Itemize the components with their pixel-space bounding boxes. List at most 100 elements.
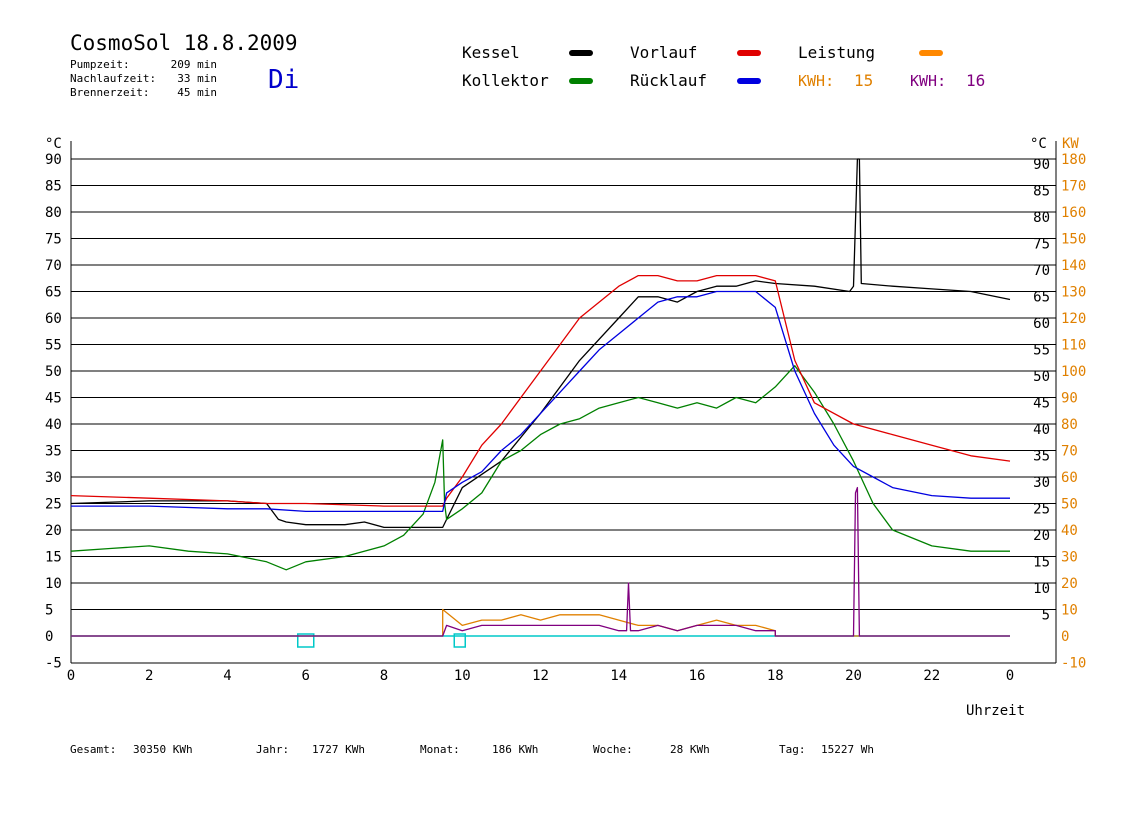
y-axis-right-unit: °C <box>1030 136 1047 152</box>
legend-label: Kessel <box>462 43 520 62</box>
y-right-tick-label: 10 <box>1033 581 1050 597</box>
footer-label: Monat: <box>420 743 460 756</box>
series-line-r-cklauf <box>71 290 1010 513</box>
stat-label: Nachlaufzeit: <box>70 72 156 85</box>
y-axis-left-unit: °C <box>45 136 62 152</box>
y-axis-right-ticks: 5 10 15 20 25 30 35 40 45 50 55 60 65 70 75 80 85 90 <box>1033 157 1050 624</box>
kwh-value: 16 <box>966 71 985 90</box>
legend-label: Vorlauf <box>630 43 697 62</box>
y-kw-tick-label: 180 <box>1061 152 1086 168</box>
y-right-tick-label: 50 <box>1033 369 1050 385</box>
stat-value: 33 min <box>177 72 217 85</box>
y-right-tick-label: 90 <box>1033 157 1050 173</box>
y-right-tick-label: 35 <box>1033 449 1050 465</box>
y-tick-label: 20 <box>45 523 62 539</box>
x-tick-label: 10 <box>454 668 471 684</box>
y-tick-label: 65 <box>45 285 62 301</box>
y-tick-label: 15 <box>45 550 62 566</box>
x-tick-label: 4 <box>223 668 231 684</box>
series-line-leistung-kwh <box>71 486 1010 637</box>
chart-title: CosmoSol 18.8.2009 <box>70 31 298 55</box>
kwh-value: 15 <box>854 71 873 90</box>
y-tick-label: 10 <box>45 576 62 592</box>
legend-label: Kollektor <box>462 71 549 90</box>
x-tick-label: 20 <box>845 668 862 684</box>
series-line-vorlauf <box>70 274 1011 507</box>
footer-label: Jahr: <box>256 743 289 756</box>
y-tick-label: 70 <box>45 258 62 274</box>
footer-value: 30350 KWh <box>133 743 193 756</box>
header-stats: Pumpzeit: 209 min Nachlaufzeit: 33 min Brenn… <box>70 58 217 99</box>
y-tick-label: 55 <box>45 338 62 354</box>
y-kw-tick-label: 140 <box>1061 258 1086 274</box>
y-right-tick-label: 5 <box>1042 608 1050 624</box>
series-line-kessel <box>70 158 1011 529</box>
y-right-tick-label: 40 <box>1033 422 1050 438</box>
y-kw-tick-label: 110 <box>1061 338 1086 354</box>
y-tick-label: 75 <box>45 232 62 248</box>
y-tick-label: 35 <box>45 444 62 460</box>
kwh-label: KWH: <box>798 72 834 90</box>
y-right-tick-label: 80 <box>1033 210 1050 226</box>
stat-label: Brennerzeit: <box>70 86 149 99</box>
y-tick-label: 80 <box>45 205 62 221</box>
y-kw-tick-label: 20 <box>1061 576 1078 592</box>
y-tick-label: 45 <box>45 391 62 407</box>
legend-label: Rücklauf <box>630 71 707 90</box>
y-kw-tick-label: 10 <box>1061 603 1078 619</box>
y-kw-tick-label: 120 <box>1061 311 1086 327</box>
x-tick-label: 14 <box>610 668 627 684</box>
y-tick-label: 60 <box>45 311 62 327</box>
marker <box>297 633 315 648</box>
y-right-tick-label: 30 <box>1033 475 1050 491</box>
y-tick-label: 85 <box>45 179 62 195</box>
x-tick-label: 22 <box>923 668 940 684</box>
footer-label: Tag: <box>779 743 806 756</box>
y-kw-tick-label: 90 <box>1061 391 1078 407</box>
axes <box>70 141 1057 664</box>
y-kw-tick-label: 60 <box>1061 470 1078 486</box>
legend: Kessel Kollektor Vorlauf Rücklauf Leistung KW… <box>462 43 985 90</box>
y-kw-tick-label: 130 <box>1061 285 1086 301</box>
y-tick-label: 25 <box>45 497 62 513</box>
y-tick-label: 50 <box>45 364 62 380</box>
footer-value: 1727 KWh <box>312 743 365 756</box>
x-tick-label: 18 <box>767 668 784 684</box>
y-kw-tick-label: 40 <box>1061 523 1078 539</box>
y-right-tick-label: 60 <box>1033 316 1050 332</box>
y-kw-tick-label: 50 <box>1061 497 1078 513</box>
y-right-tick-label: 20 <box>1033 528 1050 544</box>
y-tick-label: 40 <box>45 417 62 433</box>
y-tick-label: 30 <box>45 470 62 486</box>
x-tick-label: 6 <box>302 668 310 684</box>
x-tick-label: 8 <box>380 668 388 684</box>
y-right-tick-label: 15 <box>1033 555 1050 571</box>
series-lines <box>70 158 1011 637</box>
footer-value: 15227 Wh <box>821 743 874 756</box>
x-tick-label: 12 <box>532 668 549 684</box>
x-axis-ticks: 0 2 4 6 8 10 12 14 16 18 20 22 0 <box>67 668 1014 684</box>
footer-label: Woche: <box>593 743 633 756</box>
y-right-tick-label: 75 <box>1033 237 1050 253</box>
legend-label: Leistung <box>798 43 875 62</box>
y-right-tick-label: 70 <box>1033 263 1050 279</box>
y-kw-tick-label: 170 <box>1061 179 1086 195</box>
stat-value: 209 min <box>171 58 217 71</box>
footer-value: 28 KWh <box>670 743 710 756</box>
y-right-tick-label: 45 <box>1033 396 1050 412</box>
footer-value: 186 KWh <box>492 743 538 756</box>
y-kw-tick-label: 160 <box>1061 205 1086 221</box>
y-tick-label: -5 <box>45 656 62 672</box>
y-right-tick-label: 25 <box>1033 502 1050 518</box>
y-right-tick-label: 65 <box>1033 290 1050 306</box>
stat-label: Pumpzeit: <box>70 58 130 71</box>
footer-stats: Gesamt: 30350 KWh Jahr: 1727 KWh Monat: 186 K… <box>70 743 874 756</box>
stat-value: 45 min <box>177 86 217 99</box>
x-tick-label: 0 <box>67 668 75 684</box>
series-line-leistung <box>71 608 1010 637</box>
marker <box>453 633 466 648</box>
x-tick-label: 16 <box>689 668 706 684</box>
weekday-label: Di <box>268 65 299 95</box>
y-axis-kw-unit: KW <box>1062 136 1079 152</box>
